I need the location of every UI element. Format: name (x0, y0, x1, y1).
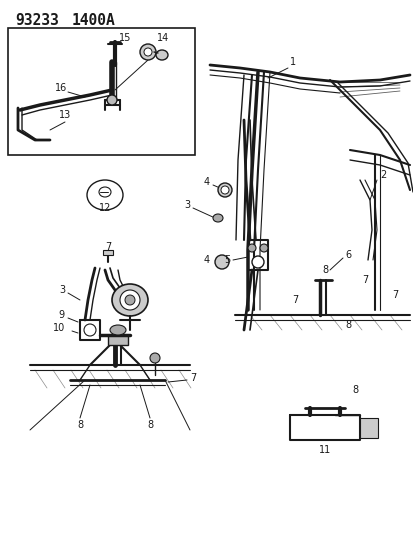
Ellipse shape (252, 256, 263, 268)
Ellipse shape (107, 95, 117, 105)
Text: 11: 11 (318, 445, 330, 455)
Text: 12: 12 (99, 203, 111, 213)
Text: 7: 7 (391, 290, 397, 300)
Ellipse shape (87, 180, 123, 210)
Text: 8: 8 (147, 420, 153, 430)
Text: 15: 15 (119, 33, 131, 43)
Text: 8: 8 (344, 320, 350, 330)
Text: 3: 3 (59, 285, 65, 295)
Text: 1: 1 (289, 57, 295, 67)
Ellipse shape (156, 50, 168, 60)
Ellipse shape (218, 183, 231, 197)
Text: 1400A: 1400A (72, 13, 116, 28)
Text: 7: 7 (361, 275, 367, 285)
Text: 10: 10 (52, 323, 65, 333)
Text: 9: 9 (59, 310, 65, 320)
Text: 4: 4 (203, 255, 209, 265)
Text: 8: 8 (77, 420, 83, 430)
Text: 5: 5 (223, 255, 230, 265)
Ellipse shape (150, 353, 159, 363)
Ellipse shape (247, 244, 255, 252)
Ellipse shape (214, 255, 228, 269)
Ellipse shape (125, 295, 135, 305)
Ellipse shape (212, 214, 223, 222)
Ellipse shape (112, 284, 147, 316)
Bar (359, 418, 377, 438)
Ellipse shape (259, 244, 267, 252)
Text: 7: 7 (190, 373, 196, 383)
Text: 2: 2 (379, 170, 385, 180)
Text: 8: 8 (321, 265, 328, 275)
Ellipse shape (99, 187, 111, 197)
Text: 93233: 93233 (15, 13, 59, 28)
Ellipse shape (144, 48, 152, 56)
Bar (8, 28, 195, 155)
Ellipse shape (84, 324, 96, 336)
Text: 6: 6 (344, 250, 350, 260)
Text: 13: 13 (59, 110, 71, 120)
Text: 16: 16 (55, 83, 67, 93)
Ellipse shape (140, 44, 156, 60)
Bar (108, 335, 128, 345)
Ellipse shape (110, 325, 126, 335)
Text: 3: 3 (183, 200, 190, 210)
Bar (103, 250, 113, 255)
Text: 14: 14 (157, 33, 169, 43)
Ellipse shape (221, 186, 228, 194)
Text: 7: 7 (104, 242, 111, 252)
Text: 8: 8 (351, 385, 357, 395)
Text: 4: 4 (203, 177, 209, 187)
Ellipse shape (120, 290, 140, 310)
Text: 7: 7 (291, 295, 297, 305)
